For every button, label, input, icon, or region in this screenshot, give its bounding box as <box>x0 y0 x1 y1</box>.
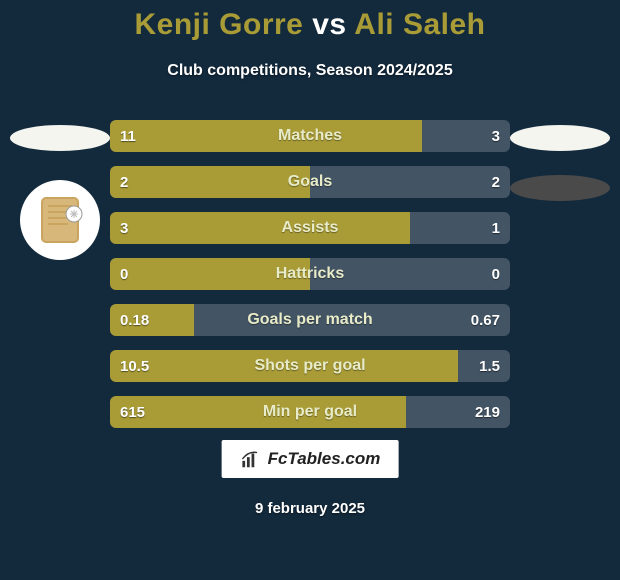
stat-bar-value-left: 3 <box>120 220 128 237</box>
stat-bar-right-segment <box>310 258 510 290</box>
stat-bar-right-segment <box>194 304 510 336</box>
title-vs: vs <box>303 8 354 41</box>
subtitle: Club competitions, Season 2024/2025 <box>0 62 620 80</box>
stat-bar-value-left: 2 <box>120 174 128 191</box>
stat-bar: Hattricks00 <box>110 258 510 290</box>
stat-bar: Goals22 <box>110 166 510 198</box>
stat-bar-left-segment <box>110 396 406 428</box>
stat-bar-value-right: 1.5 <box>479 358 500 375</box>
stat-bar-value-left: 10.5 <box>120 358 149 375</box>
stat-bar-left-segment <box>110 120 422 152</box>
team-badge-right-1 <box>510 125 610 151</box>
avatar-player-1 <box>20 180 100 260</box>
title-player-2: Ali Saleh <box>354 8 485 41</box>
stat-bar: Assists31 <box>110 212 510 244</box>
brand-badge: FcTables.com <box>222 440 399 478</box>
stat-bar-value-right: 219 <box>475 404 500 421</box>
placeholder-avatar-icon <box>28 188 92 252</box>
stat-bar: Shots per goal10.51.5 <box>110 350 510 382</box>
title-player-1: Kenji Gorre <box>134 8 303 41</box>
brand-label: FcTables.com <box>268 449 381 469</box>
stat-bar: Matches113 <box>110 120 510 152</box>
date-label: 9 february 2025 <box>0 500 620 517</box>
stat-bar-value-right: 2 <box>492 174 500 191</box>
team-badge-right-2 <box>510 175 610 201</box>
stat-bar: Min per goal615219 <box>110 396 510 428</box>
stat-bar-left-segment <box>110 350 458 382</box>
stat-bar-value-right: 0.67 <box>471 312 500 329</box>
stat-bar-value-right: 1 <box>492 220 500 237</box>
stat-bar-value-right: 0 <box>492 266 500 283</box>
stat-bar-right-segment <box>310 166 510 198</box>
stat-bar-value-right: 3 <box>492 128 500 145</box>
stat-bar-value-left: 0.18 <box>120 312 149 329</box>
brand-logo-icon <box>240 448 262 470</box>
stat-bar-left-segment <box>110 258 310 290</box>
stat-bar-left-segment <box>110 166 310 198</box>
page-title: Kenji Gorre vs Ali Saleh <box>0 8 620 42</box>
stat-bar-left-segment <box>110 212 410 244</box>
stats-bars: Matches113Goals22Assists31Hattricks00Goa… <box>110 120 510 442</box>
stat-bar-value-left: 0 <box>120 266 128 283</box>
stat-bar-value-left: 615 <box>120 404 145 421</box>
team-badge-left <box>10 125 110 151</box>
stat-bar: Goals per match0.180.67 <box>110 304 510 336</box>
stat-bar-value-left: 11 <box>120 128 136 145</box>
